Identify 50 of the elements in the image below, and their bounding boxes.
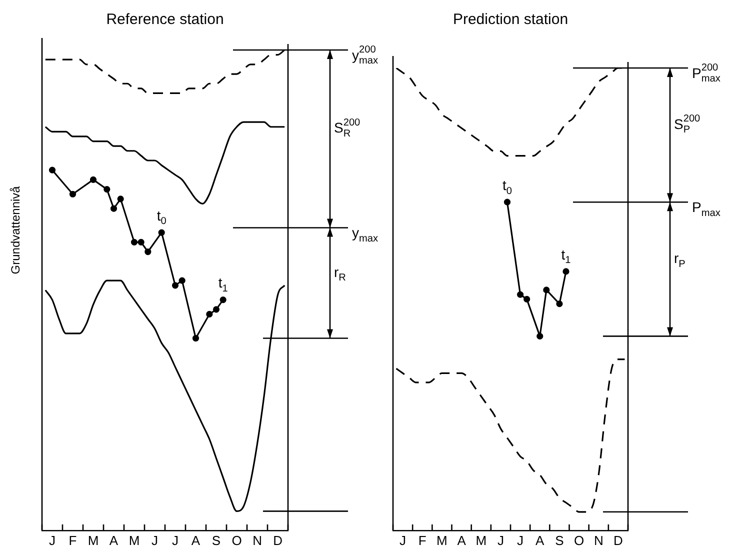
point (104, 186, 110, 193)
x-tick-label: S (212, 532, 221, 548)
point (562, 268, 570, 275)
x-tick-label: J (400, 532, 406, 548)
x-tick-label: O (574, 532, 584, 548)
x-tick-label: J (517, 532, 524, 548)
chart-title: Reference station (106, 11, 224, 28)
x-tick-label: A (191, 532, 200, 548)
x-tick-label: J (497, 532, 504, 548)
point (69, 190, 76, 198)
x-tick-label: M (88, 532, 99, 548)
x-tick-label: J (49, 532, 56, 548)
x-tick-label: A (536, 532, 545, 548)
y-axis-title: Grundvattennivå (8, 186, 22, 274)
point (516, 291, 524, 298)
point (543, 286, 550, 294)
x-tick-label: F (68, 532, 77, 548)
point (206, 310, 213, 318)
point (144, 248, 152, 256)
point (192, 334, 200, 342)
point (504, 198, 511, 206)
point (536, 332, 544, 340)
point (220, 296, 226, 304)
point (117, 196, 124, 202)
point (90, 176, 97, 184)
point (48, 166, 56, 174)
x-tick-label: M (476, 532, 487, 548)
point (178, 277, 186, 284)
x-tick-label: D (273, 532, 282, 548)
point (130, 238, 138, 246)
x-tick-label: A (109, 532, 118, 548)
point (158, 229, 165, 236)
x-tick-label: J (172, 532, 178, 548)
x-tick-label: A (457, 532, 466, 548)
point (172, 282, 179, 289)
chart-title: Prediction station (452, 11, 568, 28)
point (110, 205, 118, 212)
x-tick-label: N (252, 532, 262, 548)
x-tick-label: F (418, 532, 426, 548)
x-tick-label: J (152, 532, 158, 548)
point (212, 306, 220, 313)
x-tick-label: S (555, 532, 564, 548)
x-tick-label: D (614, 532, 623, 548)
point (524, 296, 530, 302)
x-tick-label: O (232, 532, 242, 548)
x-tick-label: N (594, 532, 604, 548)
x-tick-label: M (128, 532, 140, 548)
x-tick-label: M (436, 532, 448, 548)
point (556, 300, 563, 308)
point (138, 238, 144, 246)
